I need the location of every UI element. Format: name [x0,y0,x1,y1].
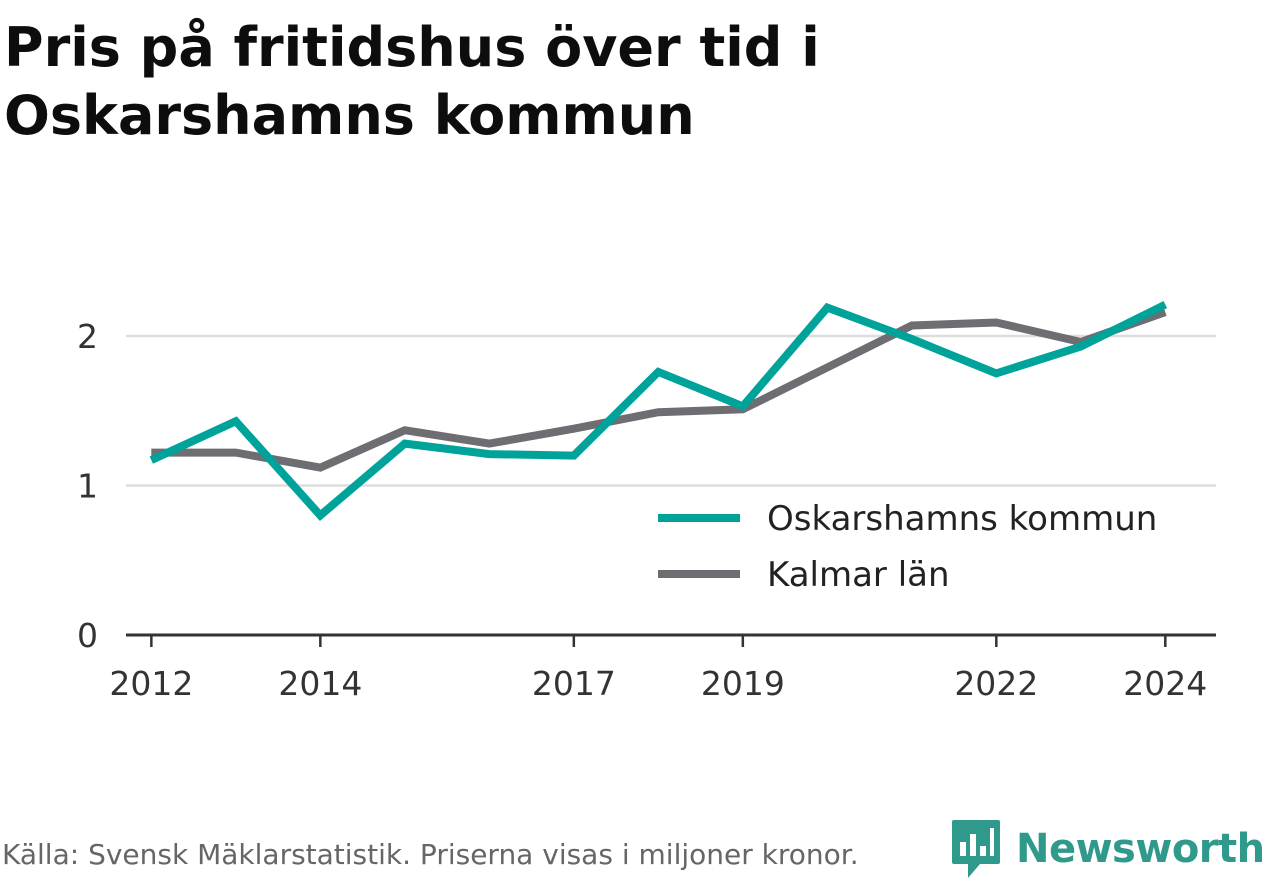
grid-lines [126,334,1216,487]
x-tick-label-2014: 2014 [278,664,362,703]
brand-name: Newsworthy [1016,826,1262,872]
brand-logo: Newsworthy [950,818,1262,880]
y-tick-label-0: 0 [77,616,98,655]
y-tick-label-2: 2 [77,317,98,356]
newsworthy-chart-bubble-icon [952,820,1000,878]
x-tick-label-2022: 2022 [954,664,1038,703]
series-lines [149,301,1168,521]
legend-label-0: Oskarshamns kommun [767,499,1157,539]
legend: Oskarshamns kommun Kalmar län [646,487,1190,605]
axes: 0 1 2 2012 2014 2017 2019 2022 2024 [77,317,1216,703]
chart-title: Pris på fritidshus över tid i Oskarshamn… [4,16,820,147]
series-line-0 [149,301,1168,521]
series-line-1 [151,308,1167,472]
x-tick-label-2017: 2017 [532,664,616,703]
source-note: Källa: Svensk Mäklarstatistik. Priserna … [2,838,859,871]
x-tick-label-2012: 2012 [109,664,193,703]
y-tick-label-1: 1 [77,467,98,506]
legend-background [646,487,1190,605]
x-tick-label-2019: 2019 [701,664,785,703]
x-tick-label-2024: 2024 [1123,664,1207,703]
legend-label-1: Kalmar län [767,555,950,595]
